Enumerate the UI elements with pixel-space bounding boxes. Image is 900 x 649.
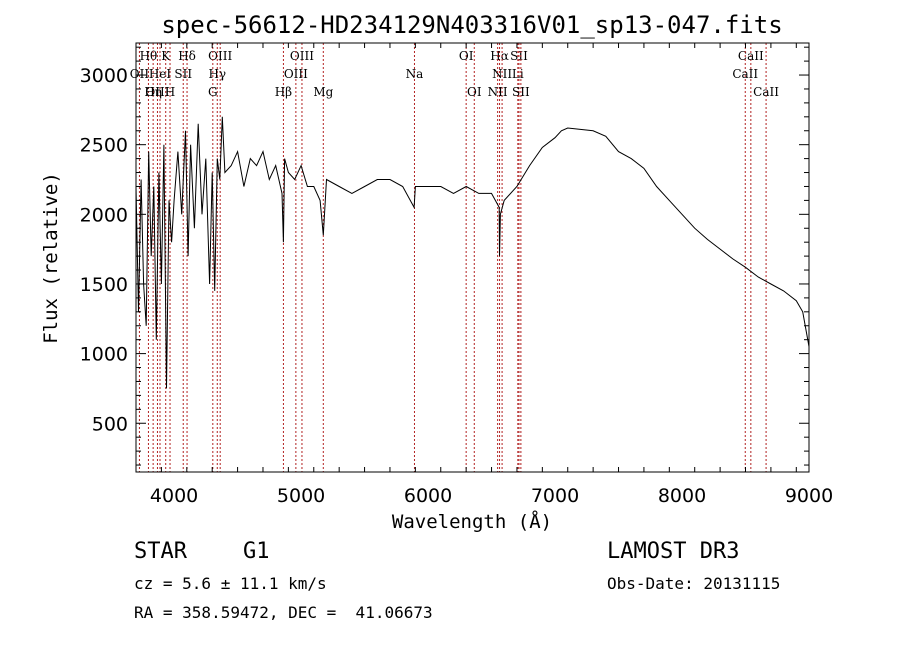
spectral-line-label: OII xyxy=(130,67,150,81)
y-tick-label: 2500 xyxy=(80,135,128,157)
spectral-line-label: CaII xyxy=(753,85,779,99)
spectral-line-label: Na xyxy=(406,67,424,81)
spectral-line-label: OIII xyxy=(145,85,169,99)
y-axis-label: Flux (relative) xyxy=(40,172,62,344)
x-tick-label: 4000 xyxy=(150,485,198,507)
spectral-line-label: NII xyxy=(488,85,508,99)
spectral-line-label: HeI xyxy=(149,67,172,81)
spectral-line-label: NII xyxy=(492,67,512,81)
y-tick-label: 500 xyxy=(92,413,128,435)
y-tick-label: 1500 xyxy=(80,274,128,296)
spectral-line-label: Hα xyxy=(490,49,509,63)
spectral-line-label: Hγ xyxy=(208,67,226,81)
spectral-line-label: Mg xyxy=(313,85,333,99)
spectral-line-label: SII xyxy=(174,67,192,81)
x-tick-label: 9000 xyxy=(785,485,833,507)
object-class: STAR xyxy=(134,539,187,564)
spectral-line-label: CaII xyxy=(732,67,758,81)
spectrum-chart: spec-56612-HD234129N403316V01_sp13-047.f… xyxy=(40,11,833,533)
obs-date: Obs-Date: 20131115 xyxy=(607,574,781,593)
y-tick-label: 2000 xyxy=(80,204,128,226)
y-tick-label: 3000 xyxy=(80,65,128,87)
coordinates-text: RA = 358.59472, DEC = 41.06673 xyxy=(134,603,433,622)
spectral-line-label: SII xyxy=(510,49,528,63)
spectral-line-label: OI xyxy=(459,49,474,63)
spectral-line-label: G xyxy=(208,85,218,99)
spectrum-line xyxy=(135,116,810,389)
plot-frame xyxy=(135,42,810,473)
y-tick-label: 1000 xyxy=(80,344,128,366)
spectral-line-label: Li xyxy=(512,67,524,81)
spectral-line-label: Hθ xyxy=(140,49,158,63)
x-tick-label: 7000 xyxy=(531,485,579,507)
object-subclass: G1 xyxy=(243,539,270,564)
spectral-line-label: Hδ xyxy=(178,49,196,63)
spectral-line-label: OIII xyxy=(290,49,314,63)
spectral-line-label: OIII xyxy=(284,67,308,81)
spectral-line-label: K xyxy=(161,49,171,63)
redshift-text: cz = 5.6 ± 11.1 km/s xyxy=(134,574,327,593)
spectral-line-label: Hη xyxy=(144,85,162,99)
spectral-line-label: OI xyxy=(467,85,482,99)
x-tick-label: 5000 xyxy=(277,485,325,507)
x-tick-label: 8000 xyxy=(658,485,706,507)
chart-title: spec-56612-HD234129N403316V01_sp13-047.f… xyxy=(161,11,782,39)
survey-name: LAMOST DR3 xyxy=(607,539,740,564)
x-tick-label: 6000 xyxy=(404,485,452,507)
spectral-line-label: SII xyxy=(512,85,530,99)
spectral-line-label: OIII xyxy=(208,49,232,63)
spectral-line-label: CaII xyxy=(738,49,764,63)
x-axis-label: Wavelength (Å) xyxy=(392,510,552,533)
spectral-line-label: Hβ xyxy=(275,85,292,99)
spectral-line-label: H xyxy=(165,85,175,99)
